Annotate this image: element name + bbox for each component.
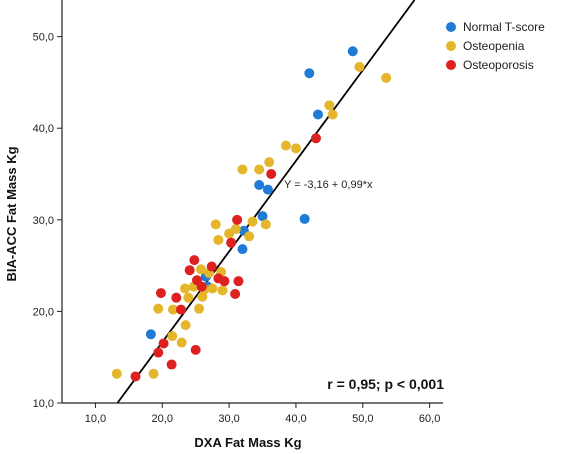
point-osteopenia	[381, 72, 392, 83]
point-osteopenia	[264, 157, 275, 168]
y-axis-title: BIA-ACC Fat Mass Kg	[4, 146, 19, 281]
point-osteopenia	[196, 264, 207, 275]
correlation-stat: r = 0,95; p < 0,001	[327, 376, 444, 392]
point-osteoporosis	[311, 133, 321, 144]
legend-marker	[446, 41, 456, 51]
point-osteoporosis	[158, 338, 169, 349]
data-points	[111, 46, 392, 382]
point-osteoporosis	[189, 255, 200, 266]
point-normal-t-score	[262, 184, 273, 195]
point-osteoporosis	[232, 214, 243, 225]
x-tick-label: 10,0	[85, 413, 106, 425]
point-osteopenia	[179, 283, 190, 294]
point-osteoporosis	[233, 276, 244, 287]
x-tick-label: 40,0	[285, 413, 306, 425]
point-normal-t-score	[145, 329, 156, 340]
point-osteoporosis	[190, 344, 201, 355]
legend-label: Osteopenia	[463, 39, 525, 53]
point-osteoporosis	[226, 237, 237, 248]
x-tick-label: 50,0	[352, 413, 373, 425]
point-osteopenia	[354, 61, 365, 72]
point-osteopenia	[260, 219, 271, 230]
y-axis-ticks: 10,0 20,0 30,0 40,0 50,0	[33, 32, 62, 410]
point-osteopenia	[180, 320, 191, 331]
point-osteopenia	[207, 283, 218, 294]
point-osteopenia	[324, 100, 335, 111]
point-osteopenia	[237, 164, 248, 175]
point-osteoporosis	[153, 347, 164, 358]
point-normal-t-score	[304, 68, 315, 79]
point-osteoporosis	[130, 371, 141, 382]
point-osteopenia	[194, 303, 205, 314]
point-normal-t-score	[237, 244, 248, 255]
point-osteopenia	[183, 292, 194, 303]
point-osteoporosis	[266, 169, 277, 180]
point-osteoporosis	[184, 265, 195, 276]
point-osteoporosis	[155, 288, 166, 299]
legend-label: Normal T-score	[463, 20, 545, 34]
point-osteoporosis	[206, 261, 217, 272]
point-osteopenia	[247, 216, 258, 227]
point-osteoporosis	[230, 289, 241, 300]
y-tick-label: 10,0	[33, 398, 54, 410]
y-tick-label: 30,0	[33, 215, 54, 227]
legend-marker	[446, 22, 456, 32]
point-osteopenia	[148, 368, 159, 379]
legend-marker	[446, 60, 456, 70]
x-tick-label: 30,0	[218, 413, 239, 425]
point-osteopenia	[167, 304, 178, 315]
point-osteopenia	[230, 223, 241, 234]
point-osteopenia	[167, 331, 178, 342]
point-normal-t-score	[347, 46, 358, 57]
y-tick-label: 40,0	[33, 123, 54, 135]
point-normal-t-score	[254, 180, 265, 191]
point-osteoporosis	[171, 292, 182, 303]
regression-line	[116, 0, 416, 404]
point-osteopenia	[153, 303, 164, 314]
x-axis-title: DXA Fat Mass Kg	[194, 435, 301, 450]
y-tick-label: 20,0	[33, 306, 54, 318]
point-osteoporosis	[175, 304, 186, 315]
point-osteoporosis	[219, 276, 230, 287]
point-osteopenia	[290, 143, 301, 154]
regression-equation: Y = -3,16 + 0,99*x	[284, 179, 373, 191]
legend-label: Osteoporosis	[463, 58, 534, 72]
legend: Normal T-score Osteopenia Osteoporosis	[446, 20, 545, 72]
y-tick-label: 50,0	[33, 32, 54, 44]
point-osteopenia	[213, 234, 224, 245]
point-osteopenia	[210, 219, 221, 230]
point-osteoporosis	[166, 359, 177, 370]
point-normal-t-score	[257, 211, 268, 222]
x-tick-label: 20,0	[152, 413, 173, 425]
point-osteopenia	[327, 109, 338, 120]
point-osteopenia	[254, 164, 265, 175]
x-tick-label: 60,0	[419, 413, 440, 425]
point-normal-t-score	[313, 109, 324, 120]
point-osteopenia	[111, 368, 122, 379]
point-osteopenia	[217, 285, 228, 296]
x-axis-ticks: 10,0 20,0 30,0 40,0 50,0 60,0	[85, 403, 440, 425]
point-osteoporosis	[196, 281, 207, 292]
point-osteopenia	[280, 140, 291, 151]
point-osteopenia	[244, 231, 255, 242]
point-normal-t-score	[299, 213, 310, 224]
point-osteopenia	[176, 337, 187, 348]
